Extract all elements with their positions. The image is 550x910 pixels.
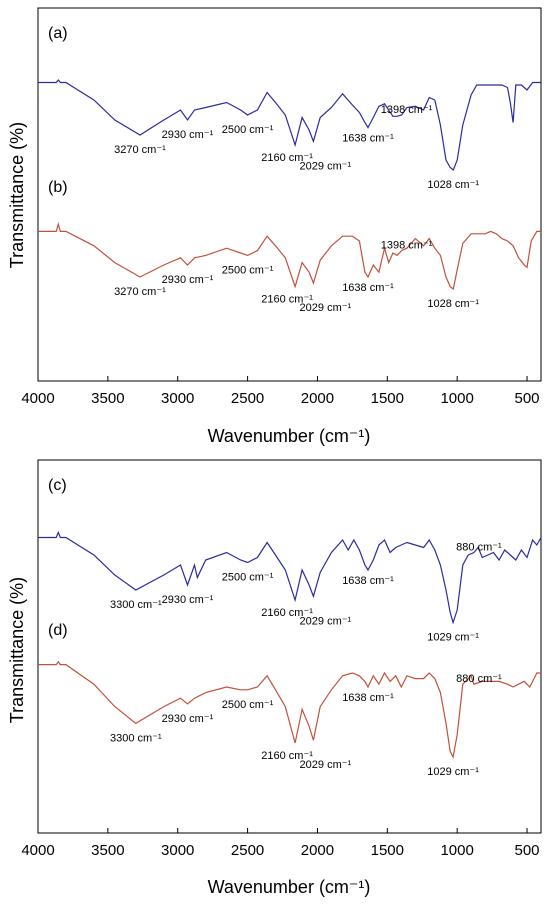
peak-label: 3270 cm⁻¹ (114, 144, 166, 156)
x-tick-label: 500 (515, 842, 540, 859)
peak-label: 1029 cm⁻¹ (427, 632, 479, 644)
x-tick-label: 3000 (161, 842, 194, 859)
x-axis-label-top: Wavenumber (cm⁻¹) (208, 426, 371, 446)
x-ticks-top: 4000 3500 3000 2500 2000 1500 1000 500 (21, 376, 540, 407)
x-tick-label: 4000 (21, 842, 54, 859)
peak-label: 2500 cm⁻¹ (222, 572, 274, 584)
peak-label: 2029 cm⁻¹ (300, 160, 352, 172)
x-tick-label: 3000 (161, 390, 194, 407)
peak-label: 3300 cm⁻¹ (110, 599, 162, 611)
peak-label: 3270 cm⁻¹ (114, 286, 166, 298)
x-tick-label: 1500 (371, 390, 404, 407)
peak-label: 2930 cm⁻¹ (162, 594, 214, 606)
peak-label: 1638 cm⁻¹ (342, 133, 394, 145)
x-ticks-bottom: 4000 3500 3000 2500 2000 1500 1000 500 (21, 828, 540, 859)
y-axis-label-bottom: Transmittance (%) (7, 577, 27, 723)
peak-label: 2160 cm⁻¹ (261, 607, 313, 619)
x-tick-label: 4000 (21, 390, 54, 407)
plot-frame-top (37, 7, 542, 382)
peak-label: 1028 cm⁻¹ (427, 298, 479, 310)
peak-label: 1638 cm⁻¹ (342, 282, 394, 294)
peak-label: 2500 cm⁻¹ (222, 124, 274, 136)
x-tick-label: 2500 (231, 842, 264, 859)
x-tick-label: 3500 (91, 842, 124, 859)
peak-label: 880 cm⁻¹ (456, 673, 502, 685)
peak-label: 1398 cm⁻¹ (381, 104, 433, 116)
series-c: 3300 cm⁻¹ 2930 cm⁻¹ 2500 cm⁻¹ 2160 cm⁻¹2029… (38, 530, 542, 644)
peak-label: 2029 cm⁻¹ (300, 302, 352, 314)
x-tick-label: 1000 (440, 390, 473, 407)
spectrum-d-line (38, 660, 541, 759)
peak-label: 1638 cm⁻¹ (342, 692, 394, 704)
peak-label: 2160 cm⁻¹ (261, 294, 313, 306)
panel-label-c: (c) (48, 477, 67, 494)
peak-label: 2029 cm⁻¹ (300, 759, 352, 771)
peak-label: 1638 cm⁻¹ (342, 575, 394, 587)
spectrum-a-line (38, 79, 541, 171)
peak-label: 1028 cm⁻¹ (427, 179, 479, 191)
peak-label: 2160 cm⁻¹ (261, 750, 313, 762)
spectrum-b-line (38, 222, 541, 291)
peak-label: 2500 cm⁻¹ (222, 699, 274, 711)
peak-label: 2930 cm⁻¹ (162, 713, 214, 725)
plot-frame-bottom (37, 459, 542, 834)
spectrum-c-line (38, 530, 542, 625)
x-axis-label-bottom: Wavenumber (cm⁻¹) (208, 877, 371, 897)
x-tick-label: 3500 (91, 390, 124, 407)
x-tick-label: 1000 (440, 842, 473, 859)
panel-label-d: (d) (48, 622, 68, 639)
peak-label: 2930 cm⁻¹ (162, 129, 214, 141)
panel-label-b: (b) (48, 179, 68, 196)
peak-label: 2160 cm⁻¹ (261, 152, 313, 164)
panel-label-a: (a) (48, 25, 68, 42)
x-tick-label: 2000 (301, 390, 334, 407)
peak-label: 2500 cm⁻¹ (222, 264, 274, 276)
x-tick-label: 2500 (231, 390, 264, 407)
series-a: 3270 cm⁻¹ 2930 cm⁻¹ 2500 cm⁻¹ 2160 cm⁻¹2029… (38, 79, 541, 191)
x-tick-label: 500 (515, 390, 540, 407)
peak-label: 2930 cm⁻¹ (162, 274, 214, 286)
x-tick-label: 2000 (301, 842, 334, 859)
peak-label: 1398 cm⁻¹ (381, 240, 433, 252)
x-tick-label: 1500 (371, 842, 404, 859)
peak-label: 880 cm⁻¹ (456, 542, 502, 554)
y-axis-label-top: Transmittance (%) (7, 122, 27, 268)
peak-label: 3300 cm⁻¹ (110, 732, 162, 744)
peak-label: 2029 cm⁻¹ (300, 615, 352, 627)
peak-label: 1029 cm⁻¹ (427, 766, 479, 778)
